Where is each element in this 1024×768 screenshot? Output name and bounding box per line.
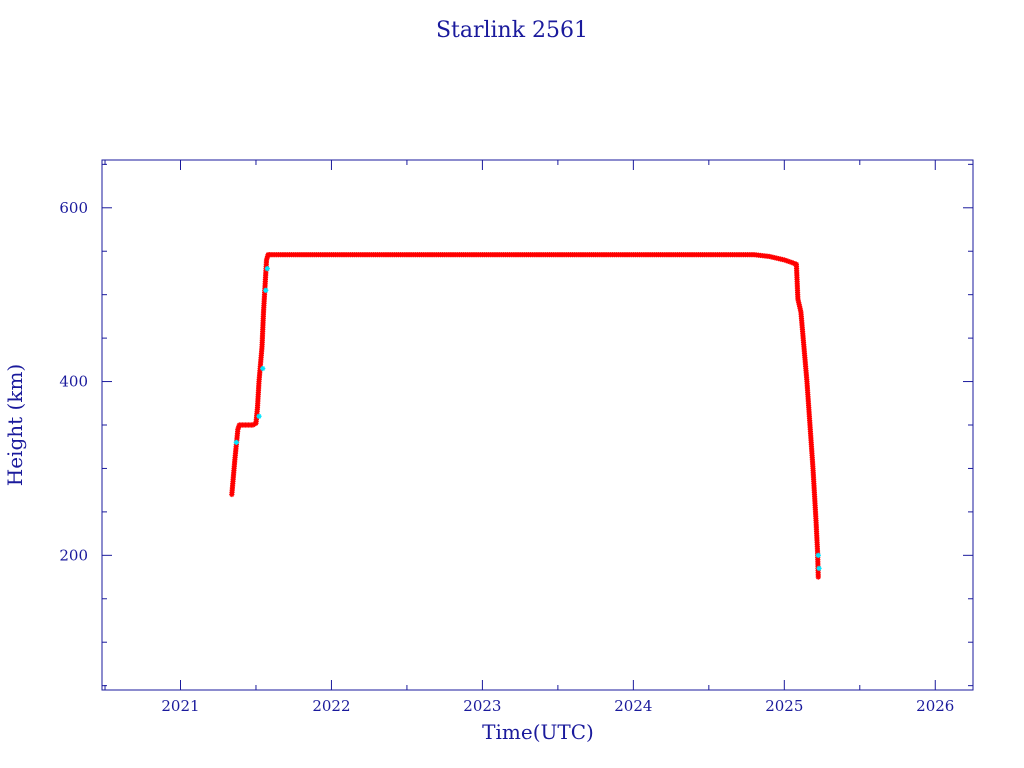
data-point-secondary xyxy=(260,365,266,372)
y-tick-label: 400 xyxy=(59,373,88,391)
x-tick-label: 2024 xyxy=(614,697,652,715)
data-point-secondary xyxy=(233,439,239,445)
chart-title: Starlink 2561 xyxy=(436,18,588,43)
x-tick-label: 2023 xyxy=(463,697,501,715)
data-point-secondary xyxy=(256,413,262,419)
data-point-secondary xyxy=(815,552,821,558)
x-tick-label: 2022 xyxy=(312,697,350,715)
data-point-secondary xyxy=(264,266,270,272)
axis-ticks: 2021 2022 2023 2024 2025 2026 200 400 600 xyxy=(59,160,973,715)
data-points xyxy=(229,252,822,580)
data-point-secondary xyxy=(816,565,822,571)
y-tick-label: 600 xyxy=(59,199,88,217)
x-tick-label: 2025 xyxy=(765,697,803,715)
x-tick-label: 2026 xyxy=(916,697,954,715)
data-point xyxy=(815,574,821,580)
plot-frame xyxy=(101,159,974,691)
x-axis-label: Time(UTC) xyxy=(482,720,594,744)
data-point-secondary xyxy=(263,287,269,293)
y-axis-label: Height (km) xyxy=(3,364,27,486)
y-tick-label: 200 xyxy=(59,546,88,564)
x-tick-label: 2021 xyxy=(161,697,199,715)
